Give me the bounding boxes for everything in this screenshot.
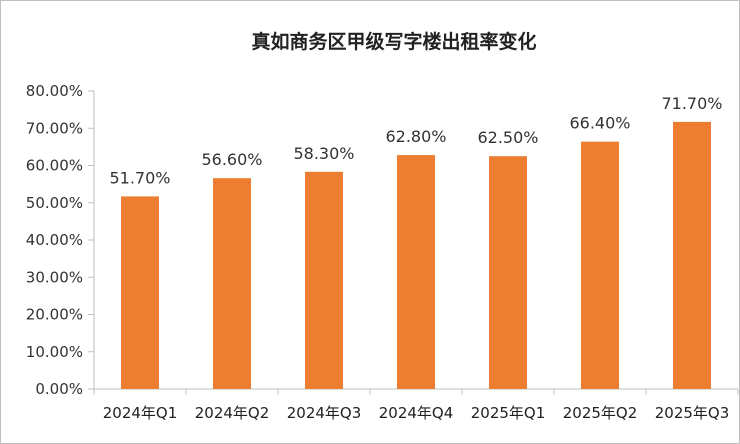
- y-tick-label: 50.00%: [26, 194, 83, 212]
- x-tick-label: 2024年Q4: [379, 404, 454, 422]
- x-tick-label: 2024年Q1: [103, 404, 178, 422]
- data-label: 62.50%: [477, 128, 538, 147]
- data-label: 66.40%: [569, 114, 630, 133]
- y-tick-label: 30.00%: [26, 268, 83, 286]
- bar: [581, 141, 619, 389]
- y-tick-label: 0.00%: [35, 380, 83, 398]
- y-tick-label: 80.00%: [26, 82, 83, 100]
- bar: [305, 171, 343, 389]
- data-label: 62.80%: [385, 127, 446, 146]
- data-label: 71.70%: [661, 94, 722, 113]
- y-tick-label: 70.00%: [26, 119, 83, 137]
- data-label: 56.60%: [201, 150, 262, 169]
- x-tick-label: 2024年Q3: [287, 404, 362, 422]
- x-tick-label: 2025年Q3: [655, 404, 730, 422]
- data-label: 58.30%: [293, 144, 354, 163]
- bar: [213, 178, 251, 389]
- chart-title: 真如商务区甲级写字楼出租率变化: [251, 30, 536, 53]
- bar: [489, 156, 527, 389]
- bar: [397, 155, 435, 389]
- x-tick-label: 2024年Q2: [195, 404, 270, 422]
- y-tick-label: 60.00%: [26, 157, 83, 175]
- data-label: 51.70%: [109, 168, 170, 187]
- y-tick-label: 40.00%: [26, 231, 83, 249]
- x-tick-label: 2025年Q1: [471, 404, 546, 422]
- y-tick-label: 10.00%: [26, 343, 83, 361]
- x-tick-label: 2025年Q2: [563, 404, 638, 422]
- bar: [673, 121, 711, 389]
- y-tick-label: 20.00%: [26, 306, 83, 324]
- bar: [121, 196, 159, 389]
